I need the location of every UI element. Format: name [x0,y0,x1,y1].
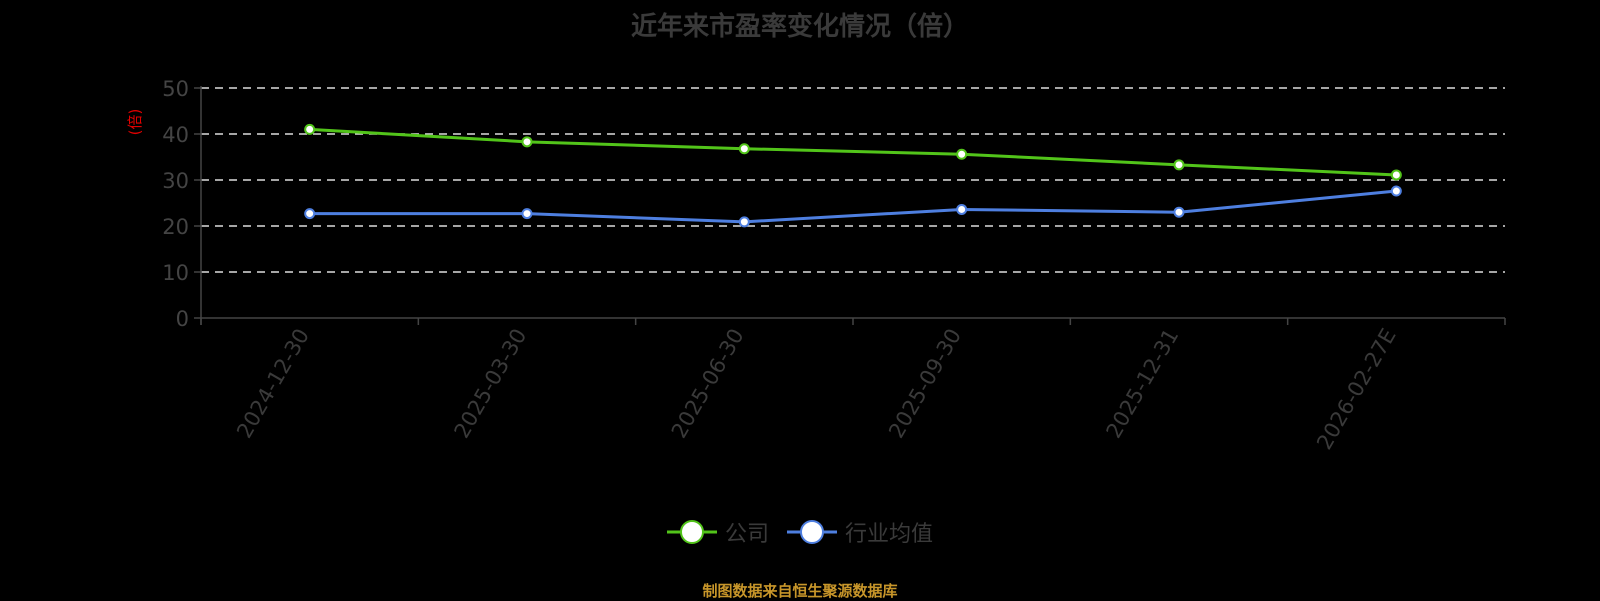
y-tick-label: 40 [162,123,189,147]
legend-item-company[interactable]: 公司 [666,516,769,548]
x-tick-label: 2025-09-30 [884,325,966,443]
data-point[interactable] [956,203,968,215]
data-point[interactable] [304,123,316,135]
data-point[interactable] [956,148,968,160]
y-axis-ticks: 0 10 20 30 40 50 [162,77,189,331]
data-point[interactable] [304,208,316,220]
x-axis-ticks: 2024-12-30 2025-03-30 2025-06-30 2025-09-30… [232,325,1400,454]
data-point[interactable] [1173,159,1185,171]
series-lines [304,123,1402,228]
legend-marker-company-icon [666,520,717,544]
y-tick-label: 30 [162,169,189,193]
data-point[interactable] [1173,206,1185,218]
y-tick-label: 20 [162,215,189,239]
x-tick-label: 2025-06-30 [667,325,749,443]
data-point[interactable] [521,136,533,148]
data-point[interactable] [738,143,750,155]
legend-label-company: 公司 [724,522,769,547]
legend-item-industry-avg[interactable]: 行业均值 [787,516,933,548]
y-axis-label: (倍) [126,109,144,136]
data-point[interactable] [1390,169,1402,181]
legend-label-industry-avg: 行业均值 [845,522,934,547]
x-tick-label: 2024-12-30 [232,325,314,443]
gridlines [201,87,1505,273]
series-line-1 [309,189,1397,224]
y-tick-label: 0 [176,307,189,331]
data-point[interactable] [738,216,750,228]
y-tick-label: 10 [162,261,189,285]
data-source-note: 制图数据来自恒生聚源数据库 [702,582,898,600]
x-tick-label: 2025-03-30 [450,325,532,443]
data-point[interactable] [521,208,533,220]
chart-title: 近年来市盈率变化情况（倍） [630,12,969,42]
legend: 公司 行业均值 [0,516,1600,548]
data-point[interactable] [1390,185,1402,197]
axes [194,86,1506,325]
y-tick-label: 50 [162,77,189,101]
legend-marker-industry-icon [787,520,837,544]
x-tick-label: 2025-12-31 [1102,325,1184,443]
x-tick-label: 2026-02-27E [1312,325,1400,454]
series-line-0 [309,127,1397,177]
